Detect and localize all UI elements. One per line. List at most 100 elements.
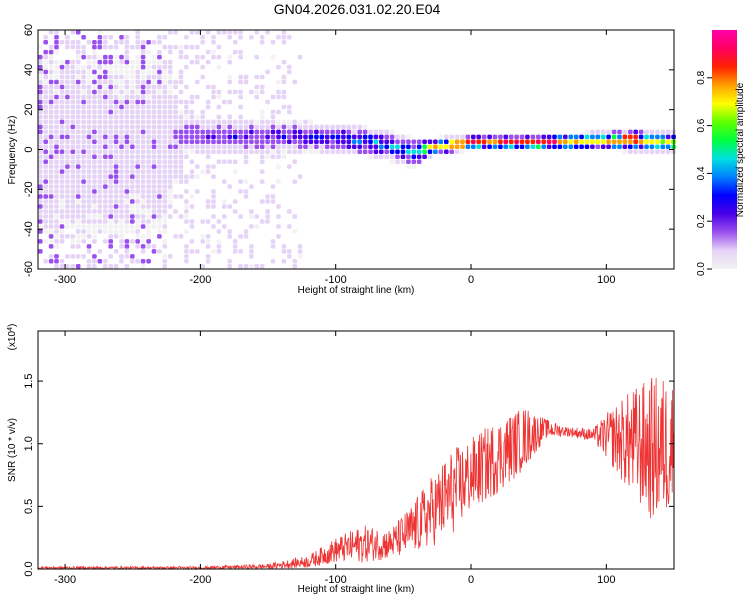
- spectrogram-cell: [595, 139, 601, 144]
- spectrogram-cell: [189, 139, 195, 144]
- spectrogram-cell: [75, 204, 81, 209]
- spectrogram-cell: [384, 129, 389, 135]
- spectrogram-cell: [48, 184, 54, 189]
- spectrogram-cell: [140, 64, 146, 70]
- spectrogram-cell: [178, 114, 184, 120]
- spectrogram-cell: [157, 40, 162, 45]
- spectrogram-cell: [97, 84, 103, 90]
- spectrogram-cell: [395, 134, 400, 140]
- spectrogram-cell: [200, 124, 205, 130]
- spectrogram-cell: [362, 139, 368, 144]
- spectrogram-cell: [135, 179, 140, 184]
- spectrogram-cell: [178, 144, 184, 149]
- spectrogram-cell: [103, 194, 108, 199]
- spectrogram-cell: [135, 44, 140, 50]
- spectrogram-cell: [86, 119, 92, 125]
- spectrogram-cell: [173, 84, 178, 90]
- spectrogram-cell: [124, 194, 130, 199]
- spectrogram-cell: [471, 134, 476, 140]
- spectrogram-cell: [59, 59, 65, 65]
- spectrogram-cell: [103, 189, 108, 194]
- spectrogram-cell: [568, 134, 574, 140]
- spectrogram-cell: [162, 84, 168, 90]
- spectrogram-cell: [119, 174, 124, 179]
- spectrogram-cell: [135, 189, 140, 194]
- spectrogram-cell: [124, 144, 130, 149]
- spectrogram-cell: [297, 149, 303, 154]
- spectrogram-cell: [48, 144, 54, 149]
- spectrogram-cell: [157, 134, 162, 140]
- spectrogram-cell: [167, 199, 173, 204]
- spectrogram-cell: [368, 129, 373, 135]
- spectrogram-cell: [292, 119, 297, 125]
- spectrogram-cell: [75, 254, 81, 259]
- spectrogram-cell: [178, 174, 184, 179]
- spectrogram-cell: [297, 124, 303, 130]
- spectrogram-cell: [86, 64, 92, 70]
- spectrogram-cell: [232, 129, 238, 135]
- spectrogram-cell: [92, 114, 97, 120]
- spectrogram-cell: [276, 35, 281, 40]
- spectrogram-cell: [276, 179, 281, 184]
- spectrogram-cell: [108, 254, 113, 259]
- spectrogram-cell: [270, 119, 276, 125]
- spectrogram-cell: [379, 129, 384, 135]
- spectrogram-cell: [395, 149, 400, 154]
- spectrogram-cell: [189, 134, 195, 140]
- spectrogram-cell: [92, 239, 97, 244]
- spectrogram-cell: [59, 179, 65, 184]
- spectrogram-cell: [92, 74, 97, 80]
- spectrogram-cell: [254, 124, 260, 130]
- y-tick-label: -40: [23, 221, 35, 237]
- spectrogram-cell: [59, 124, 65, 130]
- spectrogram-cell: [232, 124, 238, 130]
- spectrogram-cell: [287, 164, 292, 169]
- spectrogram-cell: [162, 149, 168, 154]
- spectrogram-cell: [384, 144, 389, 149]
- spectrogram-cell: [189, 149, 195, 154]
- spectrogram-cell: [81, 144, 86, 149]
- spectrogram-cell: [211, 134, 216, 140]
- spectrogram-cell: [254, 214, 260, 219]
- spectrogram-cell: [81, 204, 86, 209]
- spectrogram-cell: [81, 174, 86, 179]
- spectrogram-cell: [92, 139, 97, 144]
- spectrogram-cell: [140, 209, 146, 214]
- spectrogram-cell: [211, 35, 216, 40]
- spectrogram-cell: [384, 134, 389, 140]
- spectrogram-cell: [644, 134, 649, 140]
- spectrogram-cell: [113, 84, 119, 90]
- spectrogram-cell: [167, 104, 173, 110]
- spectrogram-cell: [151, 99, 157, 105]
- spectrogram-cell: [86, 154, 92, 159]
- spectrogram-cell: [81, 149, 86, 154]
- spectrogram-cell: [119, 104, 124, 110]
- spectrogram-cell: [75, 199, 81, 204]
- spectrogram-cell: [43, 229, 48, 234]
- spectrogram-cell: [227, 89, 232, 95]
- spectrogram-cell: [308, 139, 314, 144]
- spectrogram-cell: [70, 189, 76, 194]
- spectrogram-cell: [43, 109, 48, 115]
- spectrogram-cell: [157, 199, 162, 204]
- spectrogram-cell: [135, 139, 140, 144]
- spectrogram-cell: [43, 259, 48, 264]
- spectrogram-cell: [227, 35, 232, 40]
- spectrogram-cell: [97, 35, 103, 40]
- spectrogram-cell: [119, 40, 124, 45]
- spectrogram-cell: [130, 179, 135, 184]
- spectrogram-cell: [97, 219, 103, 224]
- spectrogram-cell: [184, 109, 189, 115]
- spectrogram-cell: [167, 169, 173, 174]
- spectrogram-cell: [281, 59, 287, 65]
- spectrogram-cell: [600, 139, 606, 144]
- spectrogram-cell: [157, 189, 162, 194]
- spectrogram-cell: [146, 114, 151, 120]
- spectrogram-cell: [86, 244, 92, 249]
- spectrogram-cell: [167, 129, 173, 135]
- spectrogram-cell: [108, 74, 113, 80]
- spectrogram-cell: [232, 149, 238, 154]
- spectrogram-cell: [43, 239, 48, 244]
- spectrogram-cell: [184, 99, 189, 105]
- spectrogram-cell: [38, 209, 43, 214]
